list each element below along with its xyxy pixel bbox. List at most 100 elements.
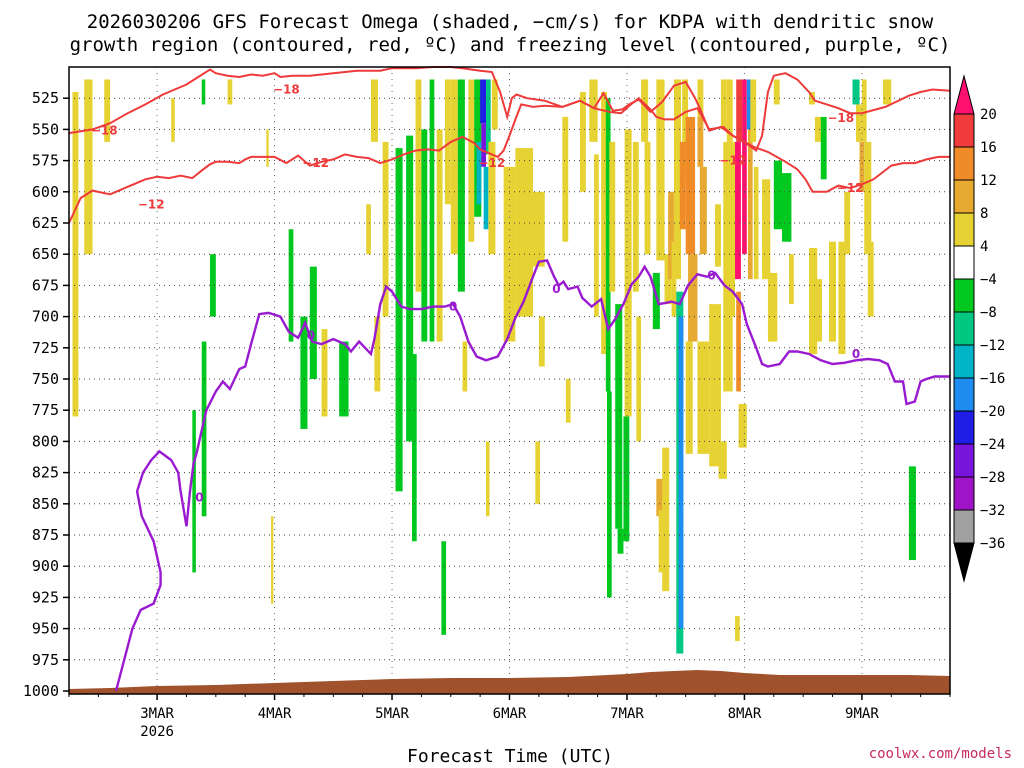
dgz-contour-label: −12 <box>478 156 505 170</box>
omega-cell <box>594 154 599 317</box>
omega-cell <box>883 79 892 105</box>
omega-cell <box>201 79 206 105</box>
omega-cell <box>483 166 489 230</box>
omega-cell <box>789 254 794 305</box>
omega-cell <box>421 129 428 342</box>
omega-cell <box>309 266 317 379</box>
freezing-contour-label: 0 <box>707 268 715 282</box>
omega-cell <box>579 91 586 192</box>
omega-cell <box>624 129 632 417</box>
omega-cell <box>715 204 721 267</box>
freezing-contour-label: 0 <box>449 300 457 314</box>
dgz-contour-label: −12 <box>138 197 165 211</box>
omega-cell <box>480 79 487 124</box>
omega-cell <box>738 403 747 448</box>
omega-cell <box>476 141 482 205</box>
omega-cell <box>908 466 916 560</box>
y-tick-label: 950 <box>32 620 59 638</box>
omega-cell <box>844 191 851 255</box>
colorbar-box <box>953 179 975 214</box>
contour-lines <box>68 66 951 692</box>
colorbar-label: 4 <box>980 239 988 255</box>
omega-cell <box>829 241 837 342</box>
omega-cell <box>468 79 475 242</box>
colorbar-label: −8 <box>980 305 997 321</box>
omega-cell <box>762 179 771 280</box>
omega-cell <box>864 141 872 255</box>
colorbar-box <box>953 443 975 478</box>
omega-cell <box>321 329 328 417</box>
omega-cell <box>682 79 689 180</box>
omega-cell <box>641 79 649 142</box>
y-tick-label: 975 <box>32 651 59 669</box>
omega-cell <box>450 79 458 255</box>
omega-cell <box>697 79 704 117</box>
colorbar-label: −16 <box>980 371 1005 387</box>
omega-cell <box>444 79 451 205</box>
dgz-contour-label: −18 <box>273 82 300 96</box>
omega-cell <box>673 79 682 280</box>
omega-cell <box>192 410 196 573</box>
y-tick-label: 675 <box>32 276 59 294</box>
omega-cell <box>773 79 780 105</box>
omega-cell <box>538 316 545 367</box>
y-tick-label: 600 <box>32 183 59 201</box>
x-tick-sublabel: 2026 <box>140 724 174 740</box>
omega-cell <box>736 291 741 392</box>
dgz-contour-minus18 <box>68 66 951 153</box>
omega-cell <box>697 341 710 454</box>
chart-title-line-1: 2026030206 GFS Forecast Omega (shaded, −… <box>87 11 934 33</box>
omega-cell <box>374 316 381 392</box>
omega-cell <box>617 528 624 554</box>
omega-cell <box>658 510 664 573</box>
terrain-fill <box>69 670 950 694</box>
freezing-contour-label: 0 <box>552 282 560 296</box>
omega-cell <box>718 441 727 479</box>
x-tick-label: 8MAR <box>728 706 762 722</box>
y-tick-label: 625 <box>32 214 59 232</box>
omega-cell <box>395 148 403 492</box>
colorbar-label: −32 <box>980 503 1005 519</box>
x-tick-label: 5MAR <box>375 706 409 722</box>
freezing-contour-label: 0 <box>307 328 315 342</box>
omega-cell <box>339 341 349 417</box>
y-tick-label: 850 <box>32 495 59 513</box>
omega-cell <box>736 79 743 142</box>
omega-cell <box>723 141 736 317</box>
omega-cell <box>726 79 733 142</box>
omega-cell <box>266 129 269 167</box>
omega-cell <box>209 254 216 317</box>
dgz-contour-label: −12 <box>302 156 329 170</box>
omega-cell <box>623 416 630 542</box>
omega-cell <box>589 79 598 142</box>
y-tick-label: 725 <box>32 339 59 357</box>
omega-cell <box>366 204 371 255</box>
omega-cell <box>773 160 783 230</box>
omega-cell <box>412 354 417 542</box>
dgz-contour-label: −18 <box>827 111 854 125</box>
x-tick-label: 9MAR <box>845 706 879 722</box>
omega-cell <box>656 478 665 517</box>
omega-cell <box>486 79 491 155</box>
colorbar-label: −24 <box>980 437 1005 453</box>
y-tick-label: 800 <box>32 432 59 450</box>
y-tick-label: 550 <box>32 120 59 138</box>
omega-cell <box>562 116 569 242</box>
omega-cell <box>462 341 468 392</box>
freezing-level-contour <box>114 259 950 692</box>
grid-lines <box>69 67 950 694</box>
omega-cell <box>515 148 533 317</box>
colorbar-box <box>953 278 975 313</box>
dgz-contour-label: −12 <box>719 154 746 168</box>
omega-cell <box>809 91 815 105</box>
omega-cell <box>723 316 733 392</box>
omega-cell <box>814 116 822 142</box>
y-tick-label: 775 <box>32 401 59 419</box>
colorbar-label: −28 <box>980 470 1005 486</box>
colorbar-box <box>953 410 975 445</box>
colorbar-label: 20 <box>980 107 997 123</box>
colorbar-box <box>953 146 975 181</box>
x-axis-label: Forecast Time (UTC) <box>407 746 613 767</box>
omega-cell <box>859 141 865 192</box>
omega-cell <box>481 123 487 167</box>
